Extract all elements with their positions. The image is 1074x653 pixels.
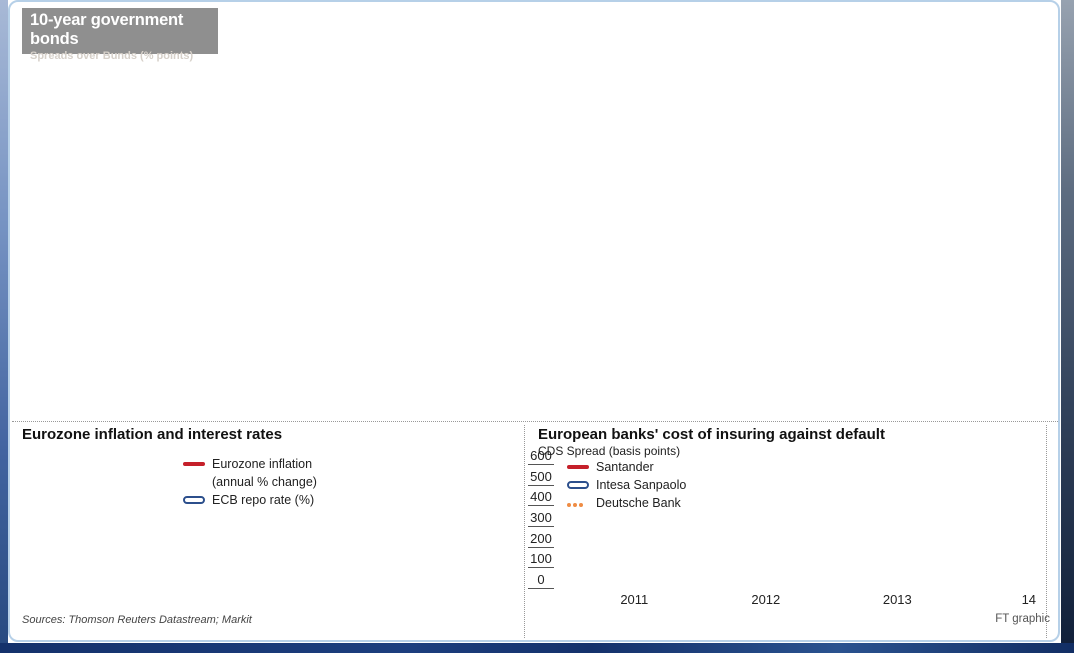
legend-inflation-label: Eurozone inflation [212, 457, 313, 471]
section-divider [12, 421, 1058, 422]
intesa-swatch [567, 481, 589, 489]
legend-deutsche-label: Deutsche Bank [596, 496, 681, 510]
legend-santander-label: Santander [596, 460, 654, 474]
y-axis-label: 0 [528, 572, 554, 589]
deutsche-swatch [567, 495, 589, 511]
ft-credit: FT graphic [995, 613, 1050, 625]
chart-header: 10-year government bonds Spreads over Bu… [22, 8, 218, 62]
window-bottom-border [0, 643, 1074, 653]
main-title: 10-year government bonds [30, 11, 184, 48]
y-axis-label: 300 [528, 510, 554, 527]
y-axis-label: 600 [528, 448, 554, 465]
inflation-line-swatch [183, 462, 205, 466]
legend-intesa-label: Intesa Sanpaolo [596, 478, 687, 492]
header-text: 10-year government bonds Spreads over Bu… [30, 11, 218, 62]
graphic-canvas [8, 0, 1060, 642]
repo-line-swatch [183, 496, 205, 504]
x-axis-label: 14 [1021, 592, 1037, 607]
cds-legend: Santander Intesa Sanpaolo Deutsche Bank [567, 459, 686, 513]
cds-chart-title: European banks' cost of insuring against… [538, 426, 885, 443]
window-right-border [1061, 0, 1074, 643]
window-left-border [0, 0, 8, 653]
legend-repo-label: ECB repo rate (%) [212, 493, 315, 507]
y-axis-label: 500 [528, 469, 554, 486]
y-axis-label: 200 [528, 531, 554, 548]
chart-divider [524, 425, 525, 638]
right-edge-divider [1046, 425, 1047, 638]
y-axis-label: 100 [528, 551, 554, 569]
y-axis-label: 400 [528, 489, 554, 507]
sources-note: Sources: Thomson Reuters Datastream; Mar… [22, 614, 252, 626]
header-overlay [22, 8, 218, 54]
x-axis-label: 2011 [620, 592, 649, 607]
cds-chart-subtitle: CDS Spread (basis points) [538, 444, 681, 458]
x-axis-label: 2012 [751, 592, 781, 607]
legend-inflation-label2: (annual % change) [212, 475, 317, 489]
inflation-chart-title: Eurozone inflation and interest rates [22, 426, 283, 443]
main-subtitle: Spreads over Bunds (% points) [30, 50, 194, 62]
santander-swatch [567, 465, 589, 469]
x-axis-label: 2013 [882, 592, 912, 607]
inflation-legend: Eurozone inflation (annual % change) ECB… [183, 456, 317, 510]
